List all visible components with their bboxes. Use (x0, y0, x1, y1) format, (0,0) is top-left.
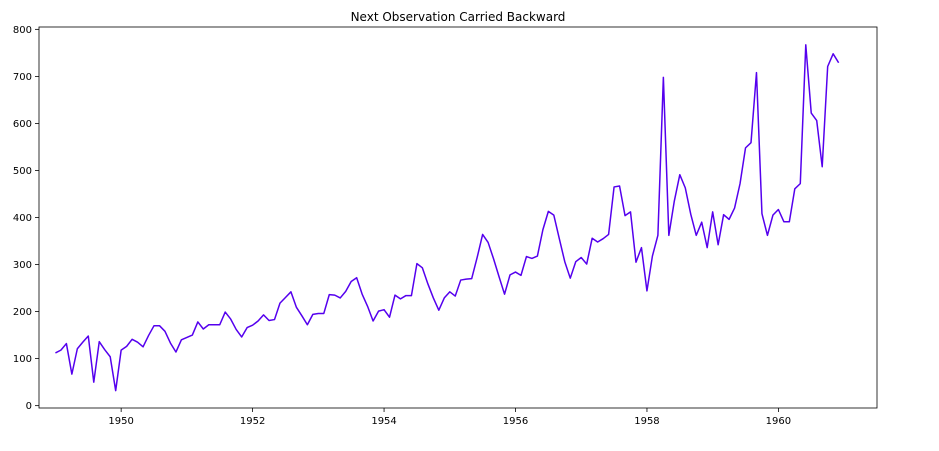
x-tick-label: 1956 (503, 416, 528, 427)
y-tick-label: 300 (13, 260, 32, 271)
series-line-0 (55, 44, 840, 392)
y-tick-label: 200 (13, 307, 32, 318)
plot-frame (38, 26, 878, 409)
y-tick-label: 0 (26, 401, 32, 412)
x-tick-label: 1954 (371, 416, 396, 427)
x-tick-label: 1950 (108, 416, 133, 427)
axes: 1950 1952 1954 1956 1958 1960 0 100 200 300 400 500… (13, 25, 878, 427)
y-tick-label: 800 (13, 25, 32, 36)
x-tick-label: 1960 (766, 416, 791, 427)
x-tick-label: 1952 (240, 416, 265, 427)
y-tick-label: 700 (13, 72, 32, 83)
y-tick-label: 400 (13, 213, 32, 224)
y-tick-label: 600 (13, 119, 32, 130)
y-tick-label: 500 (13, 166, 32, 177)
y-tick-label: 100 (13, 354, 32, 365)
chart-title: Next Observation Carried Backward (351, 10, 566, 24)
x-tick-label: 1958 (634, 416, 659, 427)
plot-area (55, 44, 840, 392)
